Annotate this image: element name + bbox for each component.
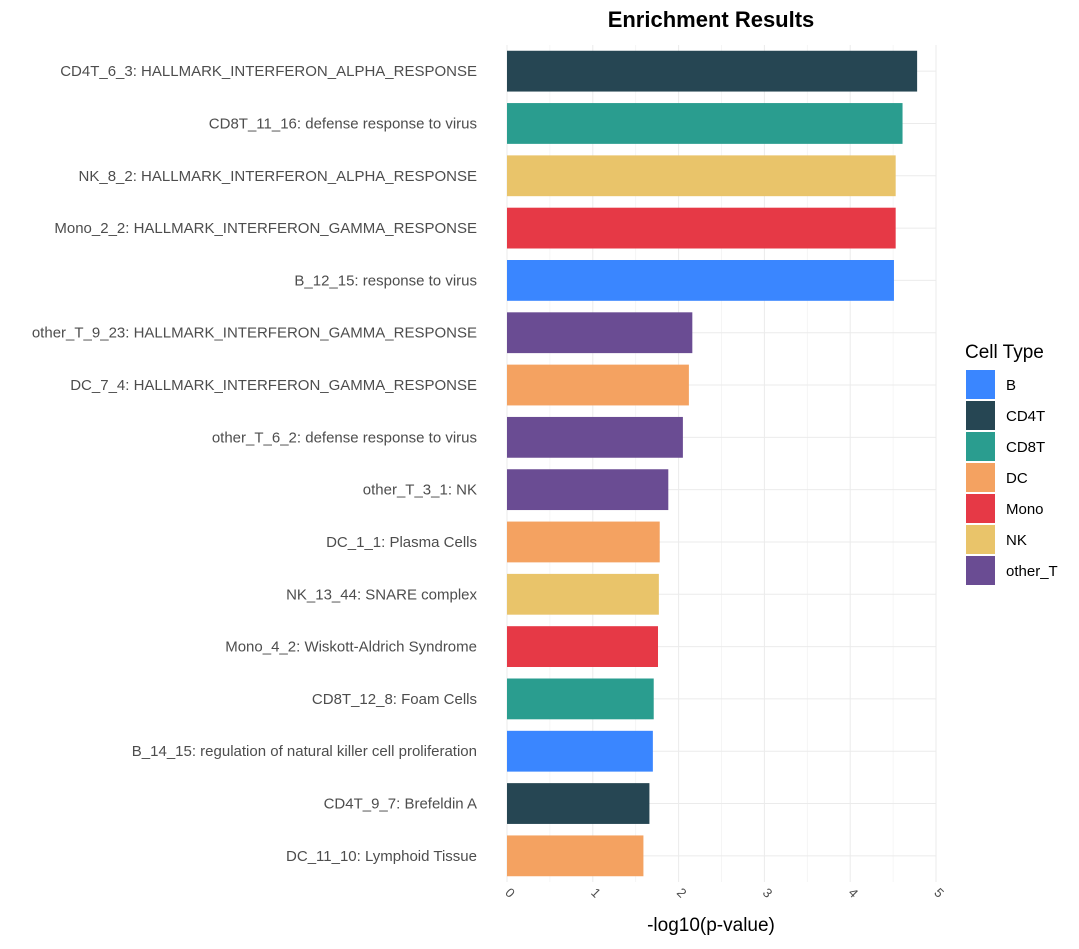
bar xyxy=(507,103,903,144)
category-label: CD4T_9_7: Brefeldin A xyxy=(324,796,477,813)
bar xyxy=(507,364,689,406)
legend-swatch xyxy=(966,525,995,554)
bar xyxy=(507,312,693,354)
legend-label: Mono xyxy=(1006,501,1044,518)
bar xyxy=(507,260,894,301)
x-tick-label: 3 xyxy=(760,885,776,901)
category-label: CD8T_11_16: defense response to virus xyxy=(209,115,477,132)
bar xyxy=(507,469,669,511)
bar xyxy=(507,521,660,563)
category-label: DC_1_1: Plasma Cells xyxy=(326,534,477,551)
legend-label: DC xyxy=(1006,470,1028,487)
bar xyxy=(507,835,644,877)
x-tick-label: 4 xyxy=(846,885,862,901)
bar xyxy=(507,626,659,667)
x-tick-layer: 0 1 2 3 4 5 xyxy=(502,885,947,901)
bar xyxy=(507,783,650,824)
legend-swatch xyxy=(966,370,995,399)
bar xyxy=(507,207,896,249)
category-label: other_T_6_2: defense response to virus xyxy=(212,429,477,446)
legend-label: NK xyxy=(1006,532,1027,549)
bar xyxy=(507,416,683,458)
legend: Cell Type B CD4T CD8T DC Mono NK other_T xyxy=(965,342,1058,585)
chart-title: Enrichment Results xyxy=(608,7,815,32)
category-label: NK_8_2: HALLMARK_INTERFERON_ALPHA_RESPON… xyxy=(79,168,477,185)
category-label: other_T_9_23: HALLMARK_INTERFERON_GAMMA_… xyxy=(32,325,477,342)
bar xyxy=(507,155,896,197)
bar xyxy=(507,573,659,615)
x-tick-label: 1 xyxy=(588,885,604,901)
legend-swatch xyxy=(966,494,995,523)
legend-title: Cell Type xyxy=(965,342,1044,363)
category-label: Mono_4_2: Wiskott-Aldrich Syndrome xyxy=(225,639,477,656)
x-tick-label: 2 xyxy=(674,885,690,901)
category-label: DC_7_4: HALLMARK_INTERFERON_GAMMA_RESPON… xyxy=(70,377,477,394)
legend-swatch xyxy=(966,556,995,585)
bar xyxy=(507,730,653,772)
category-label: B_12_15: response to virus xyxy=(294,272,477,289)
x-axis-title: -log10(p-value) xyxy=(647,915,775,936)
category-label: DC_11_10: Lymphoid Tissue xyxy=(286,848,477,865)
bar-layer xyxy=(507,50,918,877)
bar xyxy=(507,678,654,720)
x-tick-label: 0 xyxy=(502,885,518,901)
legend-swatch xyxy=(966,432,995,461)
legend-label: CD8T xyxy=(1006,439,1045,456)
legend-swatch xyxy=(966,463,995,492)
bar xyxy=(507,50,918,92)
legend-label: B xyxy=(1006,377,1016,394)
category-label: CD8T_12_8: Foam Cells xyxy=(312,691,477,708)
legend-swatch xyxy=(966,401,995,430)
category-label: CD4T_6_3: HALLMARK_INTERFERON_ALPHA_RESP… xyxy=(60,63,477,80)
category-label: B_14_15: regulation of natural killer ce… xyxy=(132,743,477,760)
legend-items: B CD4T CD8T DC Mono NK other_T xyxy=(966,370,1058,585)
category-label-layer: CD4T_6_3: HALLMARK_INTERFERON_ALPHA_RESP… xyxy=(32,63,478,865)
category-label: other_T_3_1: NK xyxy=(363,482,477,499)
x-tick-label: 5 xyxy=(931,885,947,901)
legend-label: other_T xyxy=(1006,563,1058,580)
category-label: Mono_2_2: HALLMARK_INTERFERON_GAMMA_RESP… xyxy=(54,220,477,237)
legend-label: CD4T xyxy=(1006,408,1045,425)
category-label: NK_13_44: SNARE complex xyxy=(286,586,477,603)
